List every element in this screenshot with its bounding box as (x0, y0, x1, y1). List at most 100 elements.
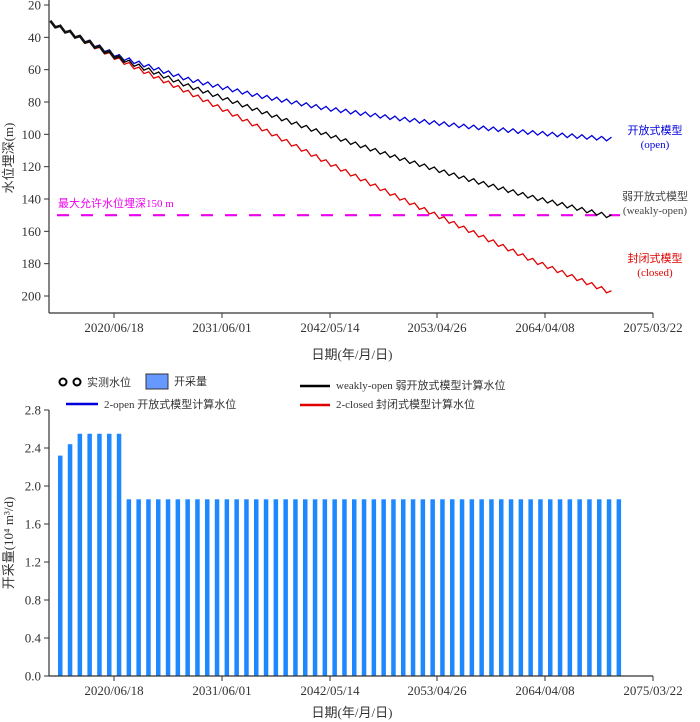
bar (58, 455, 63, 676)
top-series (49, 20, 612, 294)
bar (126, 499, 132, 676)
series-line-weakly-open (49, 20, 612, 219)
legend: 实测水位 开采量 weakly-open 弱开放式模型计算水位 2-open 开… (58, 373, 506, 411)
bar (577, 499, 582, 676)
bar (224, 499, 230, 676)
bar (499, 499, 504, 676)
y-tick-label: 2.4 (25, 441, 42, 456)
bar (165, 499, 171, 676)
bar (97, 433, 102, 676)
observed-marker-icon (72, 377, 82, 387)
bar (518, 499, 524, 676)
y-tick-label: 0.8 (25, 593, 41, 608)
bar (469, 499, 475, 676)
observed-marker-icon (58, 377, 68, 387)
bar (489, 499, 494, 676)
legend-open: 2-open 开放式模型计算水位 (104, 397, 236, 411)
y-tick-label: 2.0 (25, 479, 41, 494)
top-y-ticks: 20 40 60 80 100 120 140 160 180 200 (22, 0, 49, 304)
y-tick-label: 200 (22, 289, 42, 304)
series-label: 开放式模型 (628, 123, 683, 137)
top-axes (48, 0, 653, 314)
bottom-x-ticks: 2020/06/18 2031/06/01 2042/05/14 2053/04/26… (84, 676, 683, 698)
y-tick-label: 0.4 (25, 631, 42, 646)
bar (508, 499, 514, 676)
bar (205, 499, 210, 676)
y-tick-label: 2.8 (25, 403, 41, 418)
x-tick-label: 2031/06/01 (192, 320, 251, 335)
bar (606, 499, 612, 676)
bar (616, 499, 622, 676)
bar-series (58, 433, 622, 676)
x-tick-label: 2031/06/01 (192, 683, 251, 698)
bar (430, 499, 435, 676)
legend-observed: 实测水位 (87, 375, 131, 389)
bar (185, 499, 190, 676)
bottom-y-ticks: 0.0 0.4 0.8 1.2 1.6 2.0 2.4 2.8 (25, 403, 49, 684)
bottom-axes (48, 410, 653, 677)
x-tick-label: 2020/06/18 (84, 320, 143, 335)
bar (234, 499, 239, 676)
y-tick-label: 0.0 (25, 669, 41, 684)
threshold-label: 最大允许水位埋深150 m (58, 196, 174, 210)
bar (479, 499, 484, 676)
bar (450, 499, 455, 676)
y-tick-label: 160 (22, 224, 42, 239)
bar (146, 499, 151, 676)
top-chart: 20 40 60 80 100 120 140 160 180 200 2020/06/18 203… (1, 0, 688, 362)
series-sublabel: (weakly-open) (623, 205, 687, 217)
bar (107, 433, 112, 676)
bar (283, 499, 288, 676)
bar (420, 499, 426, 676)
bar (214, 499, 220, 676)
x-tick-label: 2064/04/08 (515, 683, 574, 698)
x-tick-label: 2053/04/26 (407, 320, 467, 335)
x-tick-label: 2064/04/08 (515, 320, 574, 335)
y-tick-label: 140 (22, 192, 42, 207)
bar (548, 499, 553, 676)
y-tick-label: 1.6 (25, 517, 42, 532)
bar (254, 499, 259, 676)
y-tick-label: 20 (28, 0, 41, 13)
bar (597, 499, 602, 676)
series-sublabel: (open) (641, 139, 670, 151)
y-tick-label: 40 (28, 30, 41, 45)
bar (557, 499, 563, 676)
bar (381, 499, 386, 676)
bar (67, 444, 73, 676)
bar (273, 499, 279, 676)
bar (332, 499, 337, 676)
bar (352, 499, 357, 676)
bar (293, 499, 298, 676)
x-tick-label: 2042/05/14 (300, 683, 360, 698)
bottom-y-axis-title: 开采量(10⁴ m³/d) (1, 497, 16, 590)
legend-closed: 2-closed 封闭式模型计算水位 (336, 397, 475, 411)
legend-pumping: 开采量 (174, 375, 207, 388)
bar (303, 499, 308, 676)
top-x-axis-title: 日期(年/月/日) (312, 347, 393, 362)
bar (175, 499, 181, 676)
series-label: 弱开放式模型 (622, 189, 688, 203)
bar (263, 499, 269, 676)
bar (528, 499, 533, 676)
bar (440, 499, 445, 676)
series-line-open (49, 20, 612, 142)
y-tick-label: 80 (28, 95, 41, 110)
series-label: 封闭式模型 (628, 251, 683, 265)
y-tick-label: 60 (28, 62, 41, 77)
bottom-x-axis-title: 日期(年/月/日) (312, 705, 393, 720)
x-tick-label: 2053/04/26 (407, 683, 467, 698)
bottom-chart: 0.0 0.4 0.8 1.2 1.6 2.0 2.4 2.8 2020/06/18 2031/… (1, 403, 683, 721)
bar (361, 499, 367, 676)
x-tick-label: 2042/05/14 (300, 320, 360, 335)
x-tick-label: 2075/03/22 (623, 320, 682, 335)
observed-water-level (49, 20, 126, 64)
bar (567, 499, 573, 676)
x-tick-label: 2020/06/18 (84, 683, 143, 698)
bar (410, 499, 416, 676)
bar (312, 499, 318, 676)
bar (136, 499, 141, 676)
series-labels: 开放式模型 (open) 弱开放式模型 (weakly-open) 封闭式模型 (clos… (622, 123, 688, 279)
x-tick-label: 2075/03/22 (623, 683, 682, 698)
